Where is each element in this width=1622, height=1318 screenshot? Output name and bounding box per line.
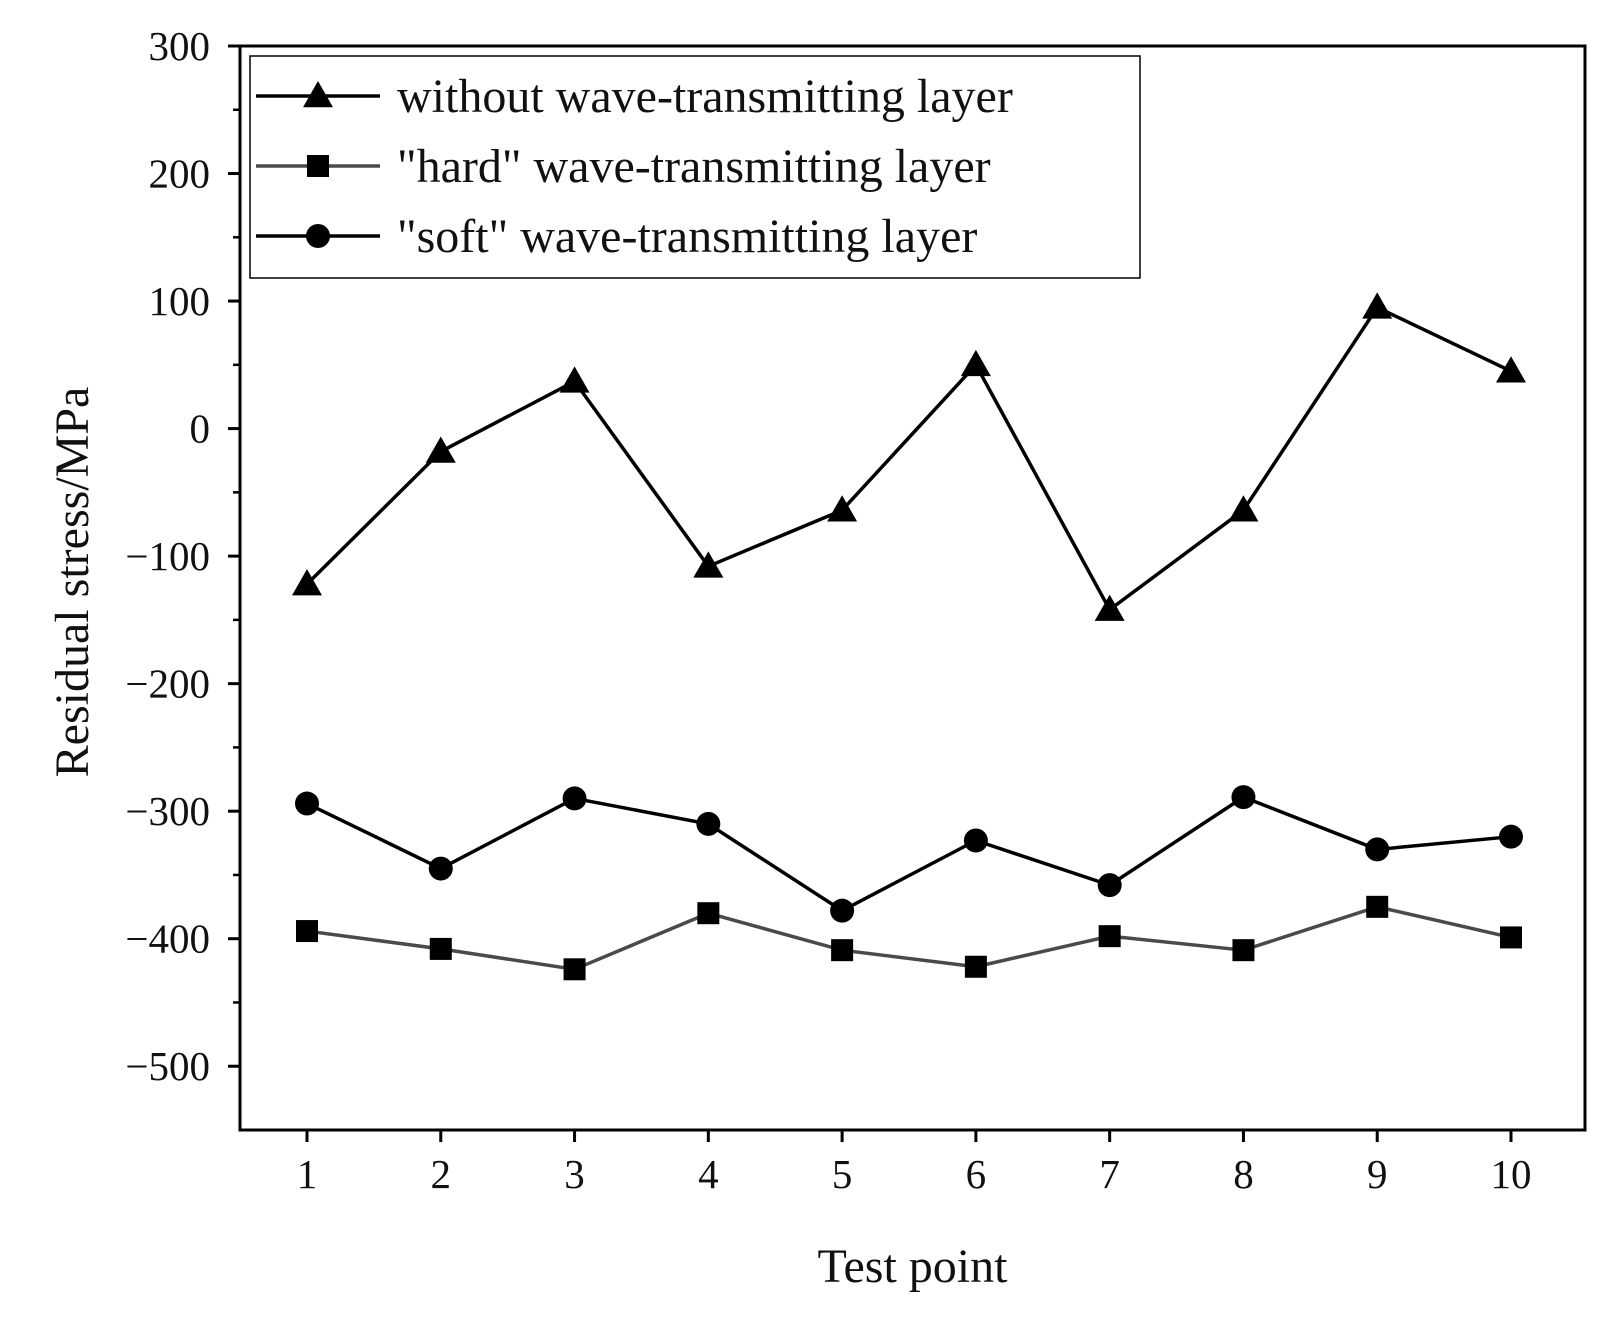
- data-point-square: [831, 939, 854, 962]
- data-point-triangle: [1496, 356, 1526, 383]
- data-point-square: [1366, 895, 1389, 918]
- data-point-square: [296, 920, 318, 943]
- data-point-triangle: [559, 366, 590, 393]
- y-tick-label: −100: [125, 533, 210, 579]
- legend-box: [249, 55, 1141, 279]
- series-triangle: [292, 292, 1526, 621]
- data-point-circle: [562, 786, 587, 811]
- series-layer: [292, 292, 1526, 981]
- data-point-square: [1500, 926, 1522, 949]
- x-tick-label: 7: [1099, 1151, 1120, 1197]
- data-point-circle: [1231, 785, 1256, 810]
- y-tick-label: −300: [125, 788, 210, 834]
- x-tick-label: 10: [1491, 1151, 1532, 1197]
- x-tick-label: 8: [1233, 1151, 1254, 1197]
- data-point-circle: [830, 898, 855, 923]
- x-axis-title: Test point: [818, 1240, 1009, 1293]
- x-tick-label: 5: [832, 1151, 853, 1197]
- data-point-square: [697, 902, 720, 925]
- data-point-square: [563, 958, 586, 981]
- y-tick-label: −200: [125, 661, 210, 707]
- x-tick-label: 4: [698, 1151, 719, 1197]
- series-line-circle: [306, 795, 1512, 913]
- data-point-circle: [295, 791, 319, 816]
- data-point-triangle: [1094, 594, 1125, 621]
- y-tick-label: 200: [149, 151, 211, 197]
- data-point-square: [429, 937, 452, 960]
- series-line-triangle: [305, 305, 1512, 612]
- data-point-triangle: [960, 349, 991, 377]
- data-point-circle: [1365, 837, 1390, 862]
- x-tick-label: 9: [1367, 1151, 1388, 1197]
- y-tick-label: −500: [125, 1043, 210, 1089]
- legend-label: without wave-transmitting layer: [397, 70, 1013, 123]
- series-square: [296, 895, 1522, 981]
- data-point-circle: [1097, 873, 1122, 898]
- data-point-square: [1232, 939, 1255, 962]
- data-point-triangle: [827, 495, 858, 522]
- x-tick-label: 6: [966, 1151, 987, 1197]
- legend-marker-triangle: [303, 81, 333, 108]
- axes: 300 200 100 0 −100 −200 −300 −400 −500 1 2 3 4 5 6 7 8 9 1…: [46, 23, 1587, 1293]
- data-point-square: [1098, 925, 1121, 948]
- data-point-circle: [428, 856, 453, 881]
- data-point-circle: [696, 811, 721, 836]
- data-point-circle: [1499, 824, 1523, 849]
- y-tick-label: −400: [125, 916, 210, 962]
- legend-marker-circle: [306, 224, 330, 248]
- y-tick-label: 100: [149, 278, 211, 324]
- legend-label: "hard" wave-transmitting layer: [397, 140, 991, 193]
- legend: without wave-transmitting layer "hard" wa…: [249, 55, 1141, 279]
- data-point-triangle: [1362, 292, 1393, 319]
- series-circle: [295, 785, 1523, 923]
- y-tick-label: 0: [190, 406, 211, 452]
- y-tick-label: 300: [149, 23, 211, 69]
- data-point-triangle: [1228, 495, 1259, 522]
- x-tick-label: 2: [431, 1151, 452, 1197]
- data-point-circle: [963, 828, 988, 853]
- data-point-square: [964, 955, 987, 978]
- series-line-square: [306, 905, 1512, 972]
- plot-frame: [238, 44, 1587, 1132]
- x-tick-label: 3: [564, 1151, 585, 1197]
- legend-marker-square: [307, 155, 329, 177]
- x-tick-label: 1: [297, 1151, 318, 1197]
- data-point-triangle: [693, 551, 724, 578]
- data-point-triangle: [425, 436, 456, 463]
- data-point-triangle: [292, 569, 322, 596]
- legend-label: "soft" wave-transmitting layer: [397, 210, 977, 263]
- y-axis-title: Residual stress/MPa: [46, 387, 99, 778]
